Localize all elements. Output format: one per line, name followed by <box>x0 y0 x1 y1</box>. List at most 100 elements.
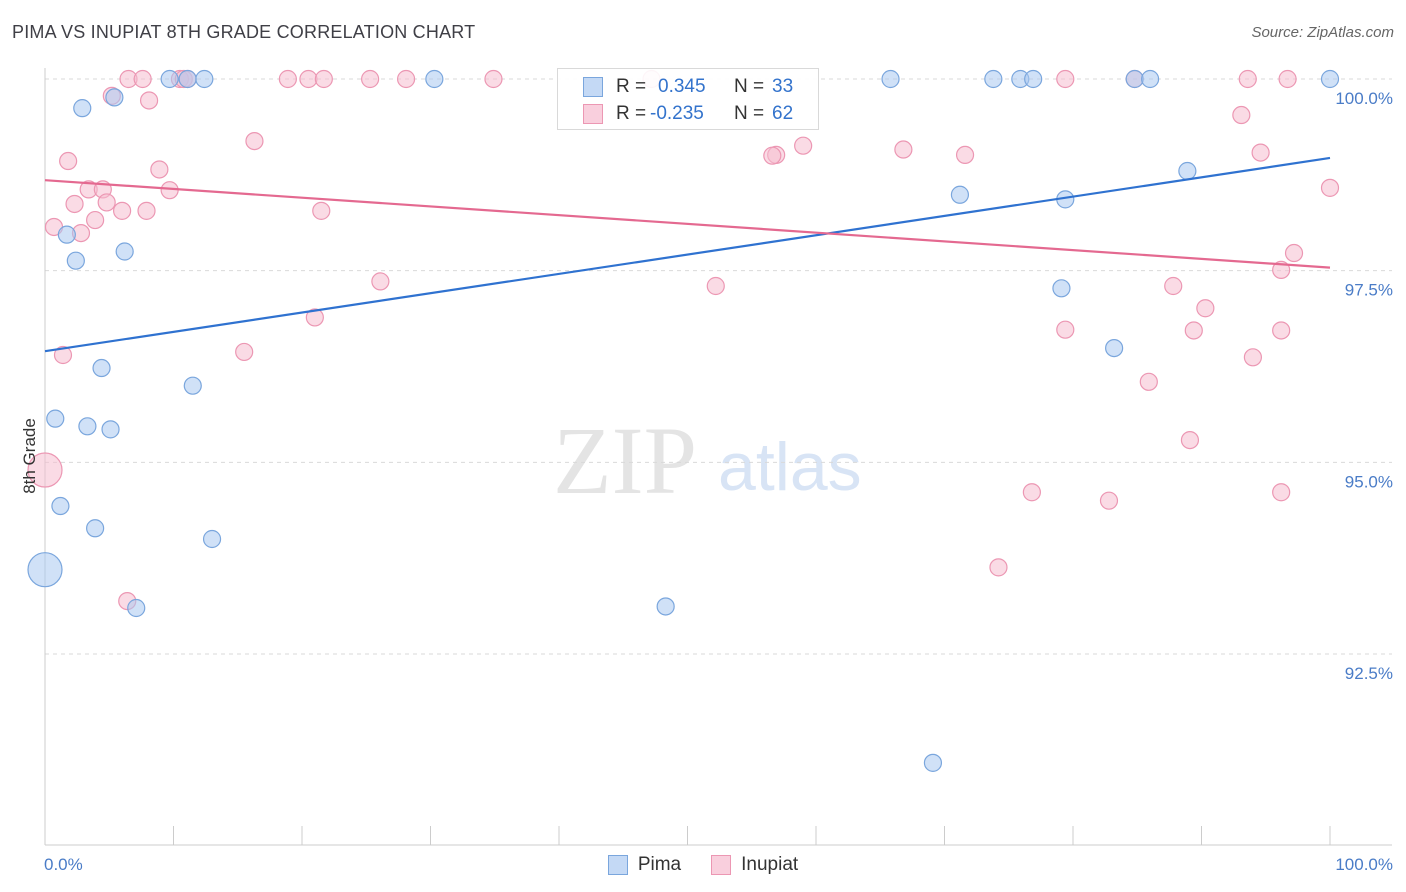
inupiat-point <box>371 272 390 291</box>
inupiat-point <box>1243 348 1263 367</box>
pima-point <box>425 69 444 89</box>
pima-point <box>881 69 900 89</box>
inupiat-point <box>1184 321 1203 340</box>
pima-r-value: 0.345 <box>658 76 706 97</box>
legend-item-pima: Pima <box>607 852 682 878</box>
inupiat-point <box>1284 243 1304 263</box>
inupiat-trend-line <box>44 179 1331 269</box>
pima-point <box>183 376 202 395</box>
inupiat-r-label: R = <box>616 103 647 124</box>
y-tick-label: 92.5% <box>1345 664 1393 683</box>
pima-point <box>195 69 214 89</box>
inupiat-point <box>763 146 782 165</box>
inupiat-point <box>1278 69 1297 89</box>
pima-point <box>73 99 92 118</box>
inupiat-point <box>955 145 975 164</box>
inupiat-point <box>53 345 73 365</box>
pima-point <box>27 552 63 588</box>
inupiat-point <box>989 558 1008 577</box>
inupiat-point <box>235 342 254 362</box>
trend-lines <box>44 156 1331 353</box>
pima-swatch <box>583 77 603 97</box>
y-tick-label: 97.5% <box>1345 281 1393 300</box>
y-axis-title: 8th Grade <box>20 418 39 494</box>
y-tick-label: 95.0% <box>1345 472 1393 491</box>
inupiat-point <box>1272 483 1291 502</box>
x-tick-label-min: 0.0% <box>44 855 83 874</box>
watermark: ZIP atlas <box>553 407 862 514</box>
inupiat-point <box>1180 431 1200 450</box>
inupiat-point <box>86 210 105 230</box>
legend-item-inupiat: Inupiat <box>711 852 798 878</box>
inupiat-point <box>484 69 503 89</box>
legend-label-pima: Pima <box>637 854 682 875</box>
inupiat-point <box>112 201 132 220</box>
pima-point <box>127 598 146 618</box>
pima-n-label: N = <box>734 76 765 97</box>
pima-points <box>27 69 1340 772</box>
inupiat-point <box>1320 178 1340 197</box>
inupiat-point <box>65 194 84 214</box>
inupiat-point <box>1251 143 1270 162</box>
pima-point <box>1125 69 1144 89</box>
watermark-atlas: atlas <box>718 429 862 505</box>
inupiat-n-value: 62 <box>772 103 794 124</box>
pima-point <box>1052 279 1071 298</box>
watermark-zip: ZIP <box>553 407 697 514</box>
inupiat-point <box>150 160 169 179</box>
pima-n-value: 33 <box>772 76 794 97</box>
inupiat-point <box>299 69 318 89</box>
gridlines <box>45 78 1392 655</box>
inupiat-point <box>27 452 63 488</box>
x-tick-label-max: 100.0% <box>1335 855 1393 874</box>
inupiat-points <box>27 69 1340 611</box>
inupiat-point <box>1139 372 1158 391</box>
inupiat-swatch <box>583 104 603 124</box>
pima-point <box>950 185 970 204</box>
pima-r-label: R = <box>616 76 647 97</box>
y-tick-label: 100.0% <box>1335 89 1393 108</box>
pima-point <box>46 409 65 428</box>
pima-point <box>66 251 85 270</box>
inupiat-point <box>59 151 78 171</box>
inupiat-point <box>305 308 324 327</box>
inupiat-point <box>1099 491 1119 510</box>
inupiat-point <box>1022 483 1041 502</box>
legend-swatch-pima <box>607 855 628 875</box>
legend-label-inupiat: Inupiat <box>741 854 799 875</box>
inupiat-point <box>133 69 152 89</box>
inupiat-point <box>706 276 725 296</box>
pima-point <box>86 519 105 538</box>
inupiat-point <box>361 69 380 89</box>
pima-point <box>1024 69 1043 89</box>
inupiat-point <box>312 201 331 220</box>
pima-point <box>923 753 943 772</box>
pima-point <box>51 496 70 516</box>
inupiat-point <box>794 136 813 155</box>
pima-point <box>984 69 1003 89</box>
inupiat-point <box>139 91 159 110</box>
pima-point <box>656 597 675 616</box>
inupiat-point <box>1164 276 1183 296</box>
pima-point <box>105 88 124 107</box>
pima-point <box>178 69 197 89</box>
pima-point <box>160 69 179 89</box>
pima-point <box>78 417 97 436</box>
inupiat-point <box>278 69 297 89</box>
inupiat-point <box>137 201 156 220</box>
series-legend: Pima Inupiat <box>0 852 1406 878</box>
inupiat-point <box>1232 105 1251 125</box>
pima-point <box>202 529 222 549</box>
pima-point <box>1105 339 1124 358</box>
pima-point <box>115 242 134 261</box>
inupiat-r-value: -0.235 <box>650 103 704 124</box>
inupiat-point <box>1056 320 1075 339</box>
pima-point <box>1178 161 1197 181</box>
inupiat-n-label: N = <box>734 103 765 124</box>
pima-point <box>1320 69 1340 89</box>
inupiat-point <box>245 132 264 151</box>
pima-trend-line <box>44 156 1331 353</box>
axis-labels: 92.5% 95.0% 97.5% 100.0% 0.0% 100.0% <box>44 89 1393 874</box>
pima-point <box>1140 69 1160 89</box>
